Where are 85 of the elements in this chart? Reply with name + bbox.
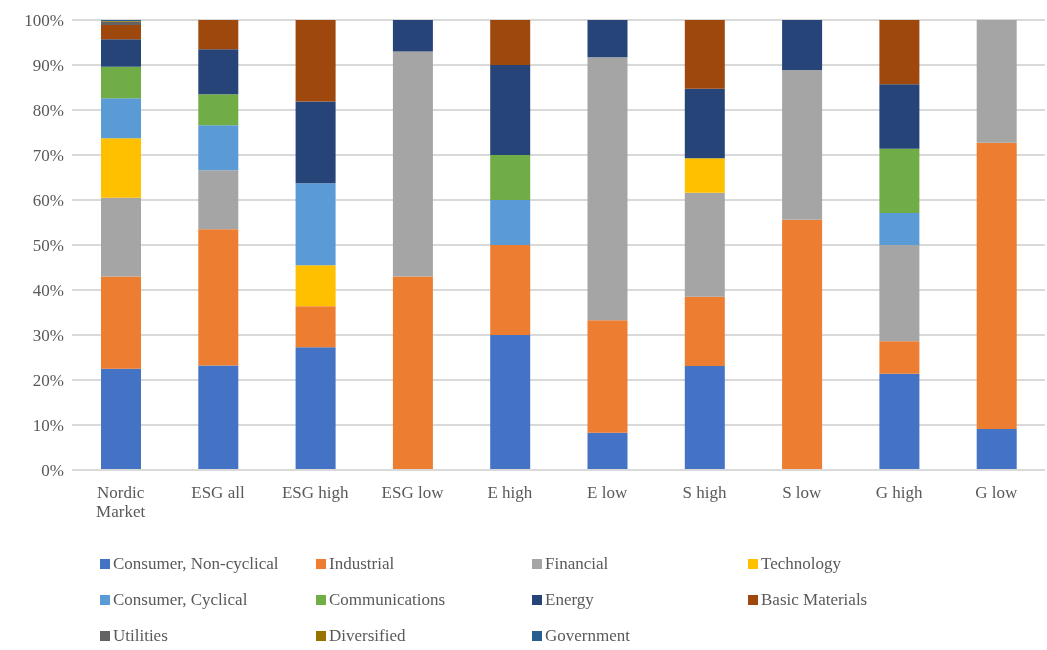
x-tick-label: G low bbox=[975, 483, 1019, 502]
bar bbox=[490, 155, 531, 200]
bar bbox=[295, 265, 336, 307]
bar bbox=[587, 320, 628, 433]
bar bbox=[101, 98, 141, 139]
y-tick-label: 50% bbox=[32, 236, 64, 256]
bar bbox=[198, 365, 239, 470]
bar bbox=[295, 101, 336, 184]
bar bbox=[782, 69, 823, 220]
y-tick-label: 80% bbox=[32, 101, 64, 121]
bar bbox=[101, 66, 141, 99]
bar bbox=[879, 20, 920, 85]
bar bbox=[392, 51, 433, 277]
x-tick-label: E high bbox=[487, 483, 533, 502]
y-tick-label: 30% bbox=[32, 326, 64, 346]
bar bbox=[879, 148, 920, 214]
legend-label: Government bbox=[545, 626, 630, 646]
y-tick-label: 90% bbox=[32, 56, 64, 76]
y-tick-label: 0% bbox=[41, 461, 64, 481]
legend-label: Consumer, Cyclical bbox=[113, 590, 248, 610]
legend-label: Energy bbox=[545, 590, 594, 610]
bar bbox=[101, 368, 141, 470]
bar bbox=[879, 213, 920, 245]
y-tick-label: 60% bbox=[32, 191, 64, 211]
legend-label: Financial bbox=[545, 554, 609, 574]
bar bbox=[295, 306, 336, 348]
bar bbox=[101, 39, 141, 67]
x-tick-label: S high bbox=[682, 483, 727, 502]
x-tick-label: ESG low bbox=[381, 483, 445, 502]
bar bbox=[684, 158, 725, 193]
y-tick-label: 100% bbox=[24, 11, 64, 31]
bar bbox=[392, 276, 433, 470]
y-tick-label: 20% bbox=[32, 371, 64, 391]
legend-label: Utilities bbox=[113, 626, 168, 646]
bar bbox=[295, 183, 336, 266]
legend-label: Communications bbox=[329, 590, 446, 610]
bar bbox=[295, 347, 336, 470]
bar bbox=[879, 245, 920, 342]
bar bbox=[879, 341, 920, 374]
bar bbox=[684, 366, 725, 470]
bar bbox=[976, 20, 1017, 143]
y-tick-label: 70% bbox=[32, 146, 64, 166]
bar bbox=[101, 276, 141, 369]
x-tick-label: E low bbox=[587, 483, 628, 502]
bar bbox=[198, 170, 239, 230]
bar bbox=[684, 88, 725, 159]
bar bbox=[587, 20, 628, 58]
bar bbox=[782, 219, 823, 470]
bar bbox=[101, 138, 141, 198]
bar bbox=[392, 20, 433, 52]
bar bbox=[490, 200, 531, 245]
bar bbox=[879, 373, 920, 470]
bar bbox=[198, 49, 239, 95]
x-tick-label: S low bbox=[782, 483, 823, 502]
bar bbox=[198, 229, 239, 366]
x-tick-label: G high bbox=[875, 483, 923, 502]
bar bbox=[295, 20, 336, 102]
bar bbox=[976, 429, 1017, 470]
x-tick-label: ESG high bbox=[281, 483, 350, 502]
bar bbox=[684, 296, 725, 367]
legend-label: Basic Materials bbox=[761, 590, 868, 610]
legend-label: Industrial bbox=[329, 554, 395, 574]
bar bbox=[684, 20, 725, 89]
bar bbox=[490, 20, 531, 65]
legend-label: Diversified bbox=[329, 626, 406, 646]
y-tick-label: 40% bbox=[32, 281, 64, 301]
legend-label: Consumer, Non-cyclical bbox=[113, 554, 279, 574]
bar bbox=[490, 335, 531, 470]
bar bbox=[198, 20, 239, 50]
bar bbox=[198, 125, 239, 171]
legend-label: Technology bbox=[761, 554, 842, 574]
bar bbox=[587, 432, 628, 470]
bar bbox=[684, 192, 725, 297]
bar bbox=[976, 142, 1017, 430]
x-tick-label: ESG all bbox=[191, 483, 245, 502]
y-tick-label: 10% bbox=[32, 416, 64, 436]
bar bbox=[490, 65, 531, 155]
bar bbox=[587, 57, 628, 321]
bar bbox=[879, 84, 920, 149]
bar bbox=[198, 94, 239, 126]
bar bbox=[782, 20, 823, 70]
x-tick-label: Nordic Market bbox=[96, 483, 146, 521]
bar bbox=[490, 245, 531, 335]
bar bbox=[101, 24, 141, 40]
bar bbox=[101, 197, 141, 277]
